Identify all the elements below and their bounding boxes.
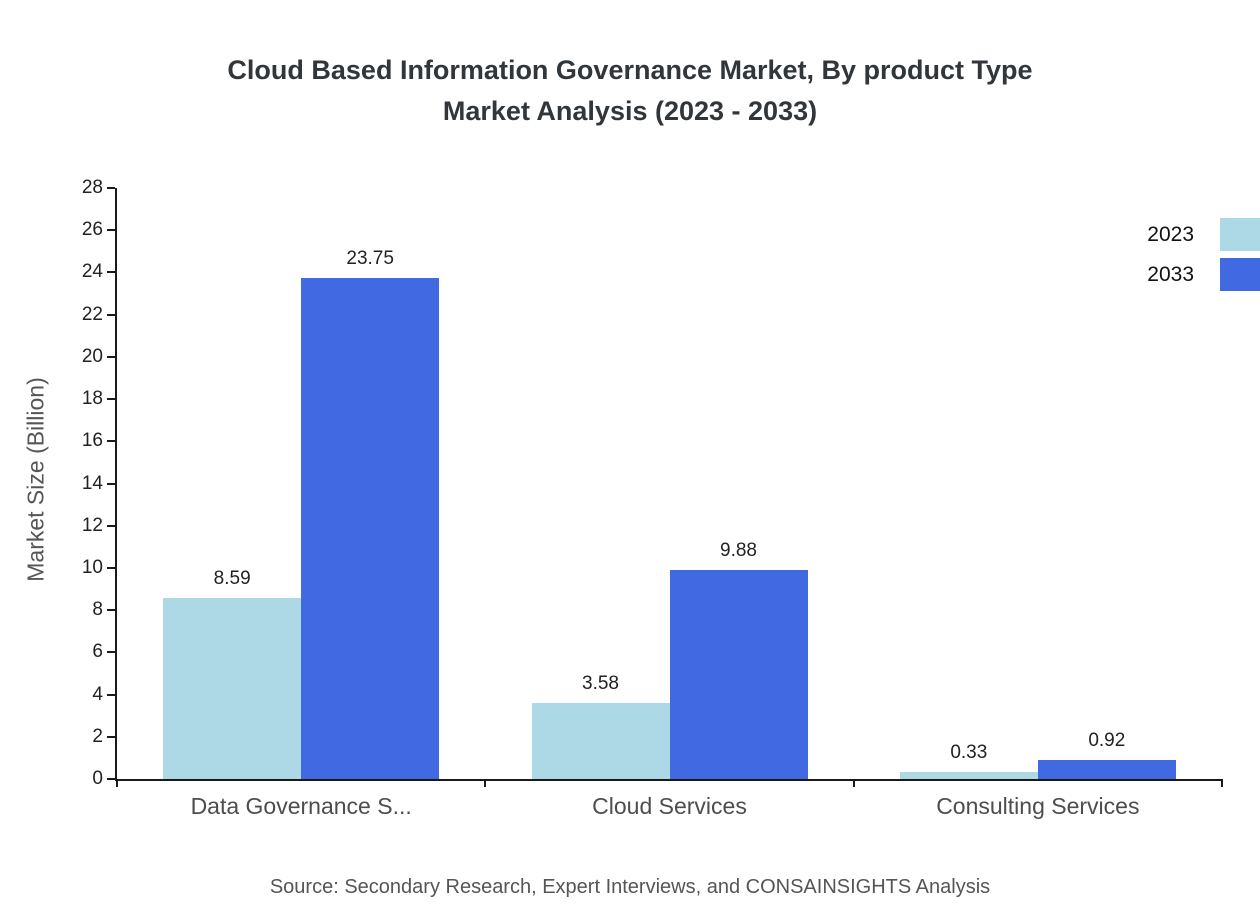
legend-item-2023: 2023 (1147, 218, 1260, 251)
x-tick-mark (484, 779, 487, 787)
y-tick-label: 16 (81, 430, 103, 452)
x-tick-mark (1221, 779, 1223, 787)
source-text: Source: Secondary Research, Expert Inter… (269, 876, 991, 898)
chart-title-line-1: Cloud Based Information Governance Marke… (227, 55, 1033, 85)
y-tick-mark (107, 482, 115, 485)
y-tick-label: 12 (81, 514, 103, 536)
bar-2023 (163, 597, 302, 779)
y-tick-label: 24 (81, 261, 103, 283)
y-tick-label: 28 (81, 177, 103, 198)
legend-label-2033: 2033 (1147, 262, 1194, 286)
bar-2033 (301, 277, 440, 779)
y-tick-mark (107, 229, 115, 232)
bar-value-label: 0.33 (950, 742, 988, 764)
y-axis-label: Market Size (Billion) (22, 377, 49, 582)
y-tick-label: 18 (81, 388, 103, 410)
y-tick-label: 14 (81, 472, 103, 494)
y-tick-label: 8 (92, 599, 103, 621)
legend-swatch (1220, 258, 1260, 291)
chart-title-line-2: Market Analysis (2023 - 2033) (442, 96, 818, 126)
y-tick-label: 26 (81, 219, 103, 241)
y-tick-label: 20 (81, 345, 103, 367)
legend-label-2023: 2023 (1147, 222, 1194, 246)
y-tick-label: 22 (81, 303, 103, 325)
y-tick-mark (107, 271, 115, 274)
bar-2033 (1037, 759, 1176, 779)
y-tick-label: 10 (81, 556, 103, 578)
bar-value-label: 23.75 (346, 247, 394, 269)
y-tick-mark (107, 735, 115, 738)
chart-title: Cloud Based Information Governance Marke… (0, 50, 1260, 132)
category-label: Consulting Services (936, 793, 1140, 819)
y-tick-mark (107, 778, 115, 780)
y-tick-mark (107, 313, 115, 316)
bar-value-label: 8.59 (213, 567, 251, 589)
y-tick-mark (107, 609, 115, 612)
legend-swatch (1220, 218, 1260, 251)
y-tick-label: 2 (92, 725, 103, 747)
legend: 2023 2033 (1147, 218, 1260, 298)
y-tick-mark (107, 693, 115, 696)
bar-value-label: 9.88 (720, 540, 757, 562)
y-tick-label: 4 (92, 683, 103, 705)
y-tick-label: 0 (92, 768, 103, 789)
y-tick-mark (107, 651, 115, 654)
legend-item-2033: 2033 (1147, 258, 1260, 291)
y-tick-mark (107, 440, 115, 443)
plot-area: 0 2 4 6 8 10 12 14 16 18 20 22 24 26 28 Data Governance… (82, 177, 1223, 819)
y-tick-mark (107, 398, 115, 401)
bar-value-label: 0.92 (1088, 729, 1126, 751)
bar-2033 (669, 570, 808, 779)
bar-value-label: 3.58 (582, 673, 619, 695)
x-tick-mark (852, 779, 855, 787)
bar-2023 (531, 703, 670, 779)
y-tick-mark (107, 566, 115, 569)
y-tick-mark (107, 187, 115, 189)
y-tick-mark (107, 524, 115, 527)
y-tick-label: 6 (92, 641, 103, 663)
category-label: Cloud Services (592, 793, 747, 819)
x-tick-mark (116, 779, 118, 787)
category-label: Data Governance S... (190, 793, 412, 819)
bar-2023 (899, 772, 1038, 779)
y-tick-mark (107, 355, 115, 358)
